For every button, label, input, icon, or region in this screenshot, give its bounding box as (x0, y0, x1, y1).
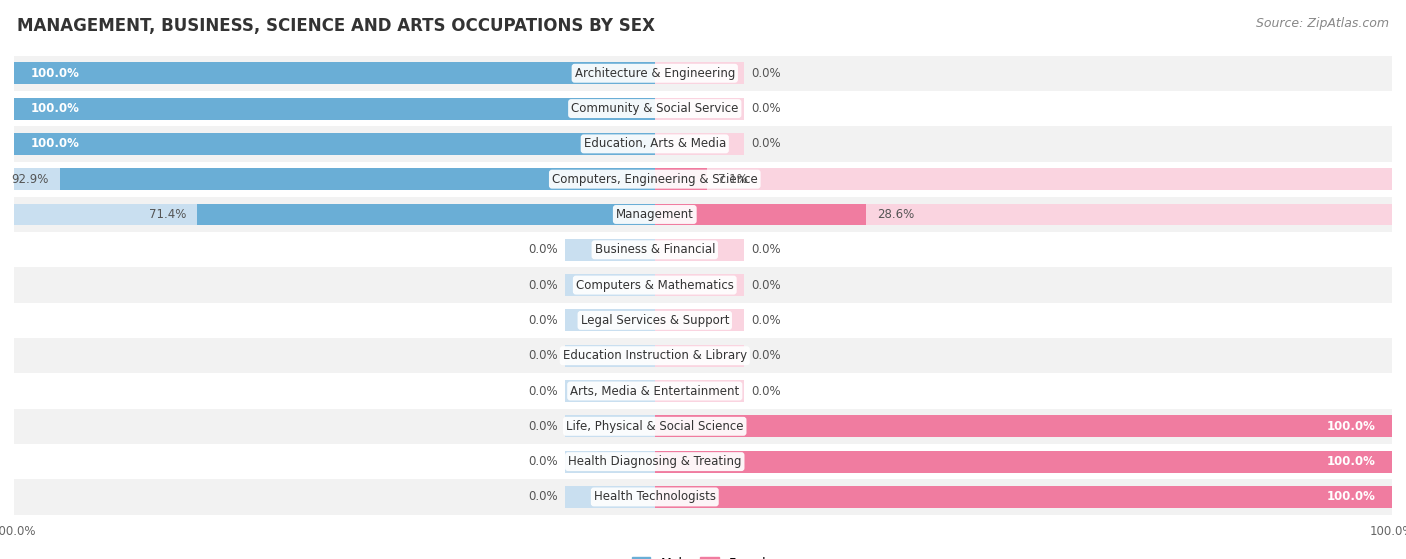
Bar (14, 338, 1392, 373)
Bar (14, 162, 1392, 197)
Text: 0.0%: 0.0% (751, 314, 780, 327)
Bar (14, 98, 655, 120)
Text: Management: Management (616, 208, 693, 221)
Text: Arts, Media & Entertainment: Arts, Media & Entertainment (571, 385, 740, 397)
Text: Computers, Engineering & Science: Computers, Engineering & Science (553, 173, 758, 186)
Bar (655, 415, 1392, 437)
Bar (14, 444, 1392, 479)
Bar (565, 239, 655, 260)
Text: Health Diagnosing & Treating: Health Diagnosing & Treating (568, 455, 741, 468)
Text: 0.0%: 0.0% (529, 455, 558, 468)
Text: 7.1%: 7.1% (718, 173, 748, 186)
Text: 0.0%: 0.0% (751, 385, 780, 397)
Bar (14, 133, 655, 155)
Text: Business & Financial: Business & Financial (595, 243, 716, 256)
Bar (14, 168, 655, 190)
Text: 0.0%: 0.0% (751, 243, 780, 256)
Bar (565, 274, 655, 296)
Text: 0.0%: 0.0% (751, 349, 780, 362)
Text: Health Technologists: Health Technologists (593, 490, 716, 504)
Bar (655, 451, 1392, 472)
Bar (14, 303, 1392, 338)
Bar (14, 62, 655, 84)
Text: 100.0%: 100.0% (31, 67, 80, 80)
Text: 100.0%: 100.0% (1326, 455, 1375, 468)
Bar (655, 486, 1392, 508)
Text: 0.0%: 0.0% (529, 243, 558, 256)
Bar (14, 62, 655, 84)
Bar (14, 133, 655, 155)
Text: 0.0%: 0.0% (529, 314, 558, 327)
Text: 0.0%: 0.0% (751, 67, 780, 80)
Text: 0.0%: 0.0% (751, 102, 780, 115)
Text: Computers & Mathematics: Computers & Mathematics (576, 278, 734, 292)
Bar (655, 345, 744, 367)
Text: 28.6%: 28.6% (876, 208, 914, 221)
Bar (655, 451, 1392, 472)
Bar (565, 486, 655, 508)
Text: 0.0%: 0.0% (751, 278, 780, 292)
Bar (565, 380, 655, 402)
Text: 0.0%: 0.0% (751, 138, 780, 150)
Bar (655, 168, 1392, 190)
Bar (655, 380, 744, 402)
Bar (565, 451, 655, 472)
Bar (655, 98, 744, 120)
Bar (14, 55, 1392, 91)
Text: 100.0%: 100.0% (31, 138, 80, 150)
Text: MANAGEMENT, BUSINESS, SCIENCE AND ARTS OCCUPATIONS BY SEX: MANAGEMENT, BUSINESS, SCIENCE AND ARTS O… (17, 17, 655, 35)
Text: 0.0%: 0.0% (529, 420, 558, 433)
Bar (655, 239, 744, 260)
Text: Source: ZipAtlas.com: Source: ZipAtlas.com (1256, 17, 1389, 30)
Legend: Male, Female: Male, Female (627, 552, 779, 559)
Bar (197, 203, 655, 225)
Bar (14, 232, 1392, 267)
Text: Life, Physical & Social Science: Life, Physical & Social Science (567, 420, 744, 433)
Bar (655, 310, 744, 331)
Bar (565, 415, 655, 437)
Bar (655, 168, 707, 190)
Bar (14, 203, 655, 225)
Text: 0.0%: 0.0% (529, 385, 558, 397)
Bar (655, 203, 1392, 225)
Bar (14, 98, 655, 120)
Bar (14, 126, 1392, 162)
Bar (14, 197, 1392, 232)
Bar (14, 479, 1392, 515)
Bar (14, 267, 1392, 303)
Text: 0.0%: 0.0% (529, 349, 558, 362)
Bar (655, 415, 1392, 437)
Text: Education Instruction & Library: Education Instruction & Library (562, 349, 747, 362)
Text: 92.9%: 92.9% (11, 173, 49, 186)
Text: 0.0%: 0.0% (529, 278, 558, 292)
Text: Architecture & Engineering: Architecture & Engineering (575, 67, 735, 80)
Text: Education, Arts & Media: Education, Arts & Media (583, 138, 725, 150)
Bar (14, 373, 1392, 409)
Text: 0.0%: 0.0% (529, 490, 558, 504)
Bar (59, 168, 655, 190)
Text: 100.0%: 100.0% (1326, 420, 1375, 433)
Bar (565, 345, 655, 367)
Text: Community & Social Service: Community & Social Service (571, 102, 738, 115)
Text: 71.4%: 71.4% (149, 208, 186, 221)
Text: Legal Services & Support: Legal Services & Support (581, 314, 730, 327)
Bar (14, 409, 1392, 444)
Text: 100.0%: 100.0% (31, 102, 80, 115)
Bar (565, 310, 655, 331)
Bar (655, 133, 744, 155)
Bar (655, 203, 866, 225)
Bar (655, 274, 744, 296)
Text: 100.0%: 100.0% (1326, 490, 1375, 504)
Bar (14, 91, 1392, 126)
Bar (655, 62, 744, 84)
Bar (655, 486, 1392, 508)
